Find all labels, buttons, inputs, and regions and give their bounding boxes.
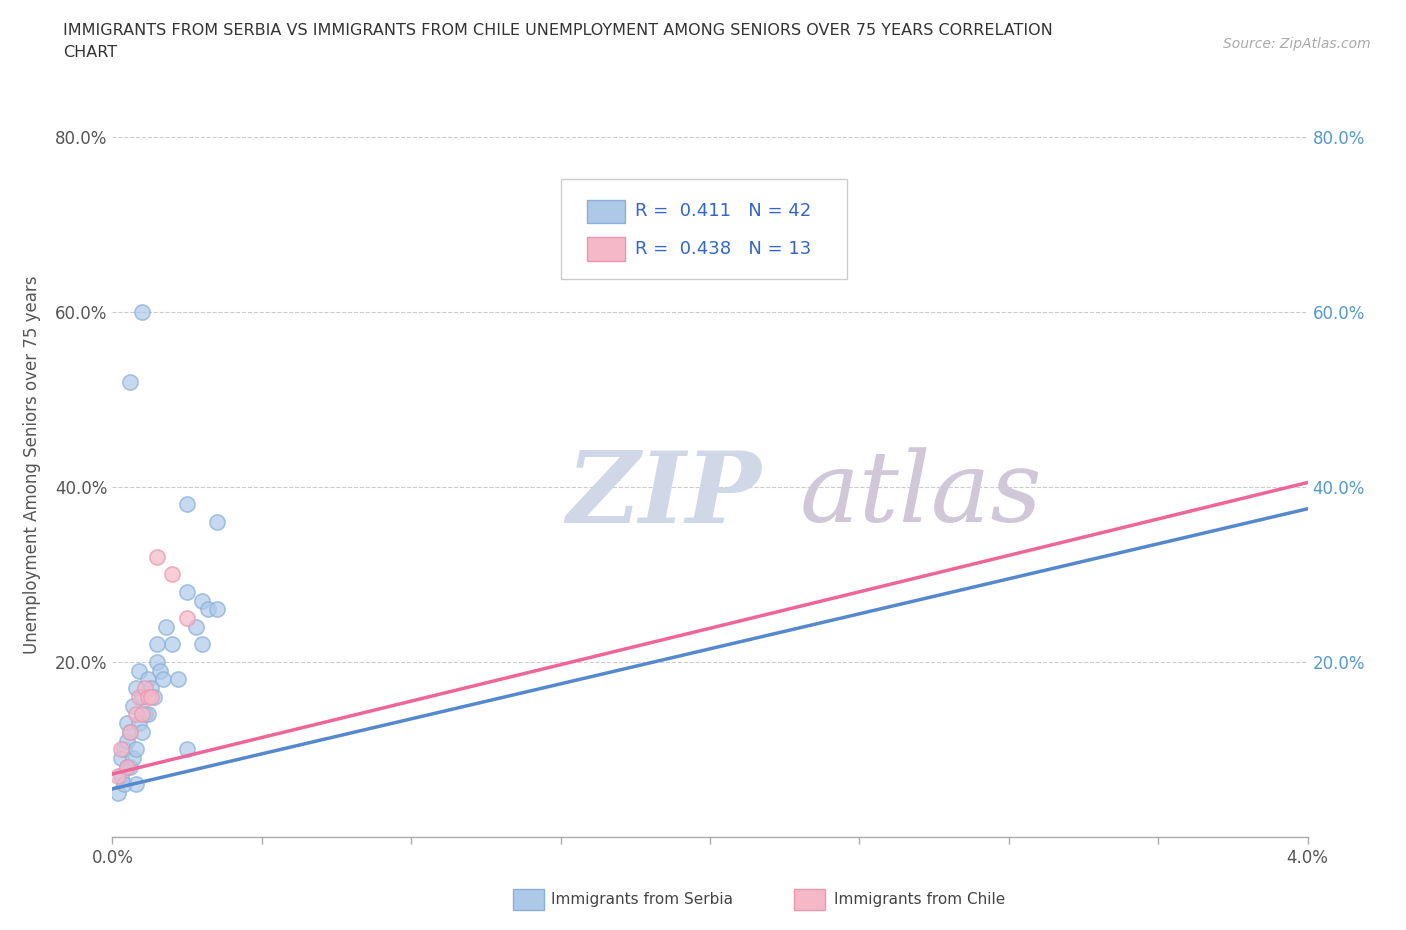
Text: IMMIGRANTS FROM SERBIA VS IMMIGRANTS FROM CHILE UNEMPLOYMENT AMONG SENIORS OVER : IMMIGRANTS FROM SERBIA VS IMMIGRANTS FRO… — [63, 23, 1053, 38]
Point — [146, 655, 169, 670]
Point — [138, 672, 160, 687]
Point — [152, 672, 174, 687]
Point — [134, 681, 156, 696]
Point — [110, 751, 132, 765]
Point — [122, 698, 145, 713]
Point — [167, 672, 190, 687]
Point — [120, 724, 142, 739]
Point — [138, 707, 160, 722]
Point — [131, 707, 153, 722]
Point — [205, 602, 228, 617]
Point — [125, 707, 148, 722]
Point — [131, 689, 153, 704]
Point — [134, 707, 156, 722]
Point — [128, 689, 150, 704]
Text: R =  0.411   N = 42: R = 0.411 N = 42 — [634, 203, 811, 220]
Point — [128, 663, 150, 678]
Point — [114, 742, 135, 757]
Text: atlas: atlas — [800, 447, 1042, 542]
Point — [125, 777, 148, 792]
Point — [141, 689, 163, 704]
Point — [146, 550, 169, 565]
Text: R =  0.438   N = 13: R = 0.438 N = 13 — [634, 240, 811, 259]
Point — [176, 611, 198, 626]
Point — [120, 760, 142, 775]
Point — [176, 497, 198, 512]
Point — [125, 742, 148, 757]
Point — [191, 593, 214, 608]
Point — [117, 733, 139, 748]
Point — [114, 777, 135, 792]
Point — [122, 751, 145, 765]
Point — [143, 689, 166, 704]
Point — [138, 689, 160, 704]
Text: Immigrants from Chile: Immigrants from Chile — [834, 892, 1005, 907]
Point — [191, 637, 214, 652]
Point — [146, 637, 169, 652]
Point — [107, 768, 129, 783]
Point — [155, 619, 177, 634]
Point — [197, 602, 219, 617]
Point — [107, 786, 129, 801]
Point — [205, 514, 228, 529]
FancyBboxPatch shape — [586, 200, 626, 223]
Point — [125, 681, 148, 696]
Point — [162, 567, 183, 582]
Point — [176, 584, 198, 599]
Point — [117, 716, 139, 731]
Point — [128, 716, 150, 731]
Text: Immigrants from Serbia: Immigrants from Serbia — [551, 892, 733, 907]
FancyBboxPatch shape — [561, 179, 848, 279]
Text: CHART: CHART — [63, 45, 117, 60]
Point — [110, 768, 132, 783]
Point — [131, 304, 153, 319]
Point — [176, 742, 198, 757]
FancyBboxPatch shape — [586, 237, 626, 261]
Y-axis label: Unemployment Among Seniors over 75 years: Unemployment Among Seniors over 75 years — [24, 276, 41, 654]
Point — [186, 619, 208, 634]
Text: ZIP: ZIP — [567, 446, 762, 543]
Point — [110, 742, 132, 757]
Point — [162, 637, 183, 652]
Point — [141, 681, 163, 696]
Point — [131, 724, 153, 739]
Text: Source: ZipAtlas.com: Source: ZipAtlas.com — [1223, 37, 1371, 51]
Point — [120, 724, 142, 739]
Point — [120, 375, 142, 390]
Point — [117, 760, 139, 775]
Point — [149, 663, 172, 678]
Point — [117, 760, 139, 775]
